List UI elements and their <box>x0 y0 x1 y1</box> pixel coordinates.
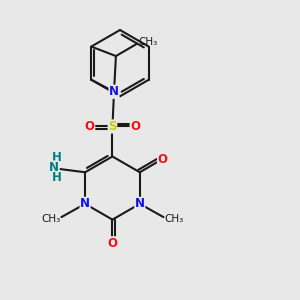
Text: S: S <box>108 120 117 133</box>
Text: CH₃: CH₃ <box>41 214 60 224</box>
Text: O: O <box>85 120 95 133</box>
Text: CH₃: CH₃ <box>138 37 158 46</box>
Text: N: N <box>49 161 58 174</box>
Text: N: N <box>80 197 90 210</box>
Text: N: N <box>135 197 145 210</box>
Text: O: O <box>107 237 117 250</box>
Text: N: N <box>109 85 119 98</box>
Text: CH₃: CH₃ <box>165 214 184 224</box>
Text: O: O <box>130 120 140 133</box>
Text: H: H <box>52 171 62 184</box>
Text: H: H <box>52 151 62 164</box>
Text: O: O <box>158 152 167 166</box>
